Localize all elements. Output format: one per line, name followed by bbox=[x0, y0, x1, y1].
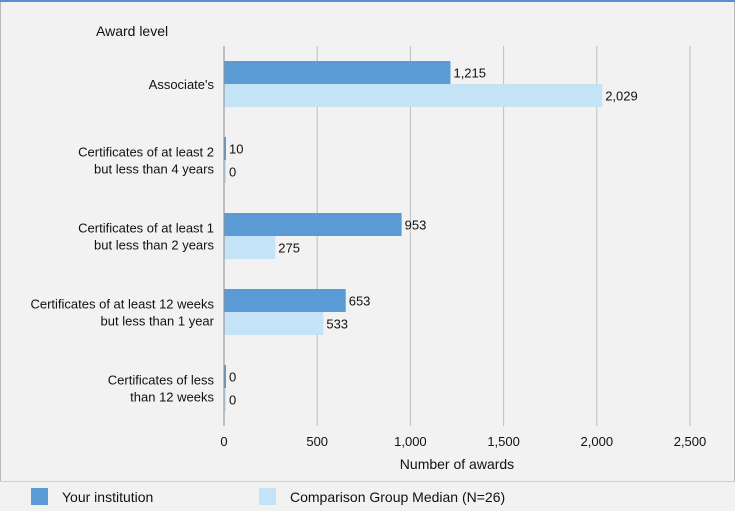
category-label: Certificates of less bbox=[108, 373, 215, 388]
x-tick-label: 500 bbox=[306, 434, 328, 449]
x-tick-label: 1,000 bbox=[394, 434, 427, 449]
category-label: Certificates of at least 1 bbox=[78, 221, 214, 236]
legend-swatch-comparison-group bbox=[259, 488, 276, 505]
bar-value-label: 953 bbox=[405, 218, 427, 233]
bar-value-label: 10 bbox=[229, 142, 243, 157]
legend: Your institution Comparison Group Median… bbox=[0, 481, 735, 511]
bar bbox=[224, 213, 402, 236]
bar-value-label: 533 bbox=[326, 317, 348, 332]
category-label: but less than 1 year bbox=[101, 314, 215, 329]
x-tick-label: 2,500 bbox=[674, 434, 707, 449]
award-level-bar-chart: Associate's Certificates of at least 2 but… bbox=[30, 23, 707, 472]
category-label: than 12 weeks bbox=[130, 390, 214, 405]
bar bbox=[224, 388, 226, 411]
x-tick-label: 1,500 bbox=[487, 434, 520, 449]
bar bbox=[224, 137, 226, 160]
y-axis-title: Award level bbox=[96, 23, 168, 39]
bar-value-label: 0 bbox=[229, 393, 236, 408]
bar bbox=[224, 365, 226, 388]
bar bbox=[224, 61, 451, 84]
legend-label-comparison-group: Comparison Group Median (N=26) bbox=[290, 488, 506, 505]
bar bbox=[224, 236, 276, 259]
legend-swatch-your-institution bbox=[31, 488, 48, 505]
bar-value-label: 1,215 bbox=[453, 66, 486, 81]
category-label: Associate's bbox=[149, 77, 215, 92]
legend-label-your-institution: Your institution bbox=[62, 488, 154, 505]
x-axis-title: Number of awards bbox=[400, 456, 514, 472]
bar bbox=[224, 312, 324, 335]
bar bbox=[224, 289, 346, 312]
legend-item-comparison-group: Comparison Group Median (N=26) bbox=[259, 488, 505, 505]
x-tick-label: 2,000 bbox=[581, 434, 614, 449]
bar-value-label: 2,029 bbox=[605, 89, 638, 104]
category-label: Certificates of at least 12 weeks bbox=[30, 297, 214, 312]
bar bbox=[224, 84, 603, 107]
category-label: but less than 4 years bbox=[94, 162, 214, 177]
bar-value-label: 0 bbox=[229, 370, 236, 385]
top-accent-line bbox=[0, 0, 735, 2]
bar-value-label: 275 bbox=[278, 241, 300, 256]
bar-value-label: 653 bbox=[349, 294, 371, 309]
category-label: Certificates of at least 2 bbox=[78, 145, 214, 160]
legend-item-your-institution: Your institution bbox=[31, 488, 153, 505]
category-label: but less than 2 years bbox=[94, 238, 214, 253]
bar-value-label: 0 bbox=[229, 165, 236, 180]
x-tick-label: 0 bbox=[220, 434, 227, 449]
bar bbox=[224, 160, 226, 183]
